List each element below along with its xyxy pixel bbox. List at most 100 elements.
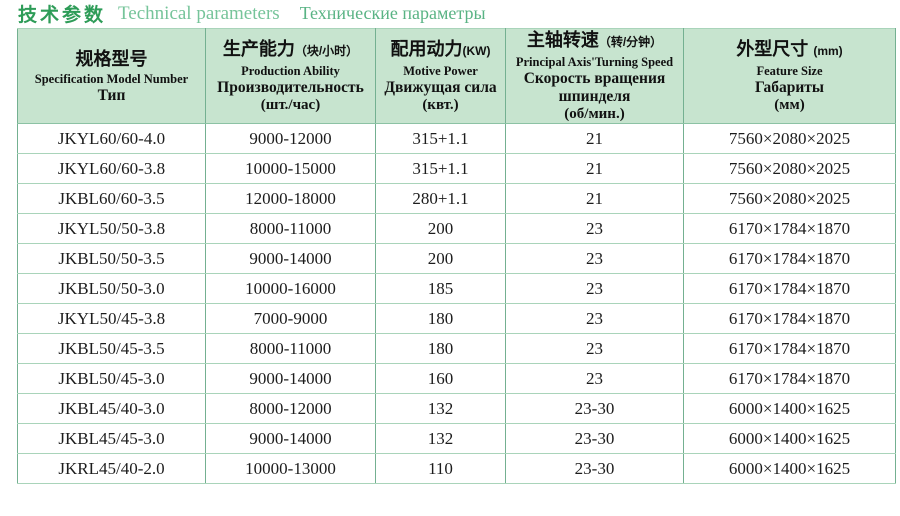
table-cell: 21 [505,153,684,184]
table-cell: 10000-15000 [205,153,376,184]
table-row: JKBL50/50-3.0 10000-16000 185 23 6170×1784×1… [17,273,896,304]
table-cell: 7560×2080×2025 [683,123,896,154]
table-cell: 110 [375,453,506,484]
table-cell: 315+1.1 [375,123,506,154]
table-cell: JKBL50/45-3.0 [17,363,206,394]
table-cell: 9000-12000 [205,123,376,154]
header-cn: 规格型号 [75,48,148,69]
table-cell: 23 [505,273,684,304]
table-cell: 7560×2080×2025 [683,183,896,214]
header-en: Feature Size [756,64,823,78]
technical-parameters-table: 规格型号 Specification Model Number Тип 生产能力… [17,28,896,484]
table-cell: JKYL50/50-3.8 [17,213,206,244]
table-cell: 23 [505,243,684,274]
title-russian: Технические параметры [299,3,486,23]
table-cell: 7560×2080×2025 [683,153,896,184]
table-cell: JKBL50/50-3.0 [17,273,206,304]
table-cell: 23 [505,213,684,244]
table-cell: 6000×1400×1625 [683,423,896,454]
table-cell: 12000-18000 [205,183,376,214]
table-row: JKBL50/45-3.0 9000-14000 160 23 6170×1784×18… [17,363,896,394]
col-header-model: 规格型号 Specification Model Number Тип [17,28,206,124]
table-cell: 8000-11000 [205,333,376,364]
col-header-feature-size: 外型尺寸 (mm) Feature Size Габариты (мм) [683,28,896,124]
header-ru: Габариты [754,79,825,96]
col-header-production-ability: 生产能力（块/小时） Production Ability Производит… [205,28,376,124]
header-ru-unit: (квт.) [422,97,459,113]
table-row: JKYL50/45-3.8 7000-9000 180 23 6170×1784×187… [17,303,896,334]
table-cell: 21 [505,123,684,154]
header-ru-unit: (об/мин.) [564,106,625,122]
table-cell: 180 [375,303,506,334]
header-en: Specification Model Number [34,71,189,86]
table-cell: 200 [375,243,506,274]
table-cell: 6000×1400×1625 [683,393,896,424]
table-cell: JKBL45/40-3.0 [17,393,206,424]
table-row: JKRL45/40-2.0 10000-13000 110 23-30 6000×140… [17,453,896,484]
table-row: JKYL50/50-3.8 8000-11000 200 23 6170×1784×18… [17,213,896,244]
table-cell: JKBL60/60-3.5 [17,183,206,214]
header-en: Production Ability [241,64,340,78]
header-cn: 生产能力（块/小时） [222,39,359,59]
table-cell: 23-30 [505,423,684,454]
table-cell: 6170×1784×1870 [683,363,896,394]
table-cell: JKBL45/45-3.0 [17,423,206,454]
table-cell: 280+1.1 [375,183,506,214]
table-cell: 200 [375,213,506,244]
table-cell: 9000-14000 [205,423,376,454]
table-cell: 23 [505,363,684,394]
header-en: Principal Axis'Turning Speed [515,55,674,69]
table-cell: JKBL50/45-3.5 [17,333,206,364]
table-body: JKYL60/60-4.0 9000-12000 315+1.1 21 7560×208… [17,123,896,484]
table-cell: JKRL45/40-2.0 [17,453,206,484]
title-english: Technical parameters [118,2,280,24]
page-title: 技术参数 Technical parameters Технические па… [18,0,486,27]
table-cell: 6170×1784×1870 [683,333,896,364]
table-cell: 21 [505,183,684,214]
table-cell: 315+1.1 [375,153,506,184]
table-row: JKBL45/40-3.0 8000-12000 132 23-30 6000×1400… [17,393,896,424]
header-ru-unit: (шт./час) [260,97,321,113]
col-header-spindle-speed: 主轴转速（转/分钟） Principal Axis'Turning Speed … [505,28,684,124]
table-cell: 23 [505,333,684,364]
table-cell: 132 [375,423,506,454]
table-row: JKYL60/60-4.0 9000-12000 315+1.1 21 7560×208… [17,123,896,154]
table-row: JKBL45/45-3.0 9000-14000 132 23-30 6000×1400… [17,423,896,454]
table-cell: 180 [375,333,506,364]
table-cell: 6170×1784×1870 [683,243,896,274]
table-cell: JKYL60/60-3.8 [17,153,206,184]
table-row: JKBL50/45-3.5 8000-11000 180 23 6170×1784×18… [17,333,896,364]
table-cell: 160 [375,363,506,394]
header-cn: 主轴转速（转/分钟） [526,30,663,50]
col-header-motive-power: 配用动力(KW) Motive Power Движущая сила (квт… [375,28,506,124]
table-cell: 9000-14000 [205,363,376,394]
table-cell: 6170×1784×1870 [683,303,896,334]
table-cell: JKBL50/50-3.5 [17,243,206,274]
header-ru: Движущая сила [384,79,497,96]
header-ru-unit: (мм) [774,97,805,113]
header-ru: Тип [97,86,126,104]
table-cell: 23-30 [505,393,684,424]
table-row: JKYL60/60-3.8 10000-15000 315+1.1 21 7560×20… [17,153,896,184]
header-cn: 配用动力(KW) [390,39,491,59]
header-row: 规格型号 Specification Model Number Тип 生产能力… [17,28,896,124]
table-row: JKBL50/50-3.5 9000-14000 200 23 6170×1784×18… [17,243,896,274]
table-cell: 23 [505,303,684,334]
title-chinese: 技术参数 [18,5,107,26]
table-cell: JKYL50/45-3.8 [17,303,206,334]
table-cell: 6170×1784×1870 [683,213,896,244]
table-cell: 6170×1784×1870 [683,273,896,304]
table-cell: 6000×1400×1625 [683,453,896,484]
table-cell: 9000-14000 [205,243,376,274]
table-cell: 7000-9000 [205,303,376,334]
header-en: Motive Power [403,64,478,78]
table-cell: 8000-11000 [205,213,376,244]
table-cell: 185 [375,273,506,304]
table-cell: 10000-16000 [205,273,376,304]
table-cell: 10000-13000 [205,453,376,484]
table-cell: 132 [375,393,506,424]
header-cn: 外型尺寸 (mm) [736,39,843,59]
table-cell: 23-30 [505,453,684,484]
table-cell: JKYL60/60-4.0 [17,123,206,154]
